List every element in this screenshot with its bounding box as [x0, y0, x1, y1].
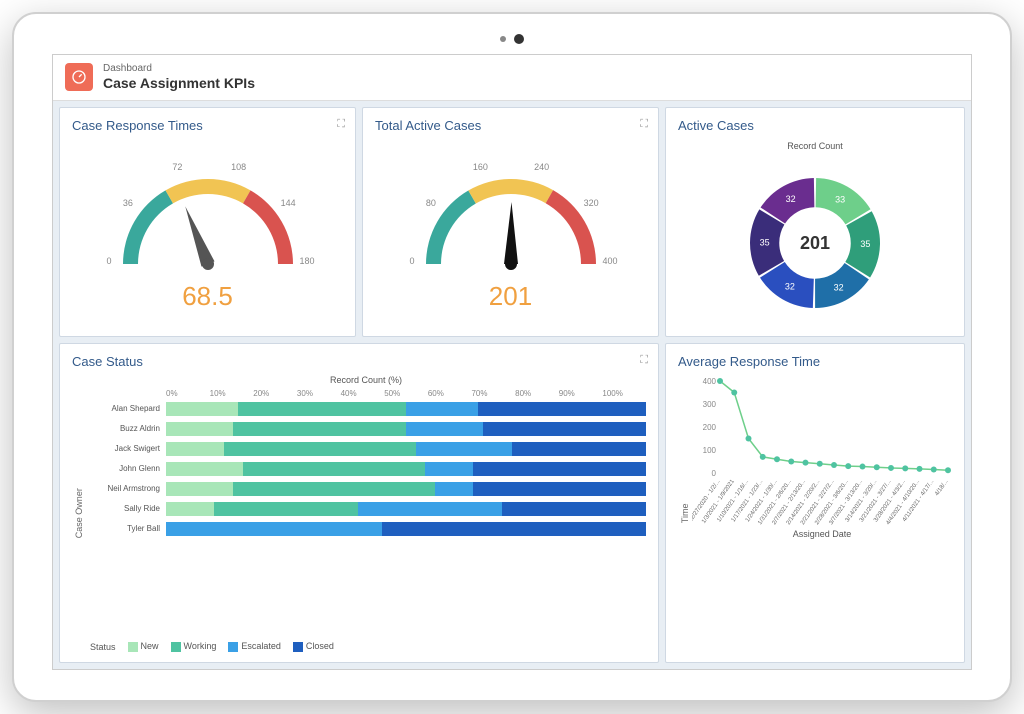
table-row: Alan Shepard: [86, 400, 646, 418]
svg-text:32: 32: [785, 282, 795, 292]
expand-icon[interactable]: ⛶: [640, 118, 648, 131]
table-row: Tyler Ball: [86, 520, 646, 538]
svg-text:144: 144: [280, 198, 295, 208]
stacked-bar: [166, 442, 646, 456]
panel-active-cases: Active Cases Record Count 33 35 32 32 35 32 20…: [665, 107, 965, 337]
gauge-value: 68.5: [72, 281, 343, 312]
screen: Dashboard Case Assignment KPIs Case Resp…: [52, 54, 972, 670]
dashboard-grid: Case Response Times ⛶ 0 36 72 108 144 180 68.…: [53, 101, 971, 669]
line-chart: 010020030040012/27/2020 - 1/2/...1/3/202…: [692, 375, 952, 525]
svg-text:400: 400: [703, 377, 717, 386]
table-row: Sally Ride: [86, 500, 646, 518]
panel-average-response-time: Average Response Time Time 0 100 200 300 400…: [665, 343, 965, 663]
legend-item: Escalated: [228, 641, 281, 652]
bars-ylabel: Case Owner: [72, 375, 86, 652]
svg-text:0: 0: [106, 256, 111, 266]
legend: StatusNewWorkingEscalatedClosed: [86, 641, 646, 652]
stacked-bar: [166, 522, 646, 536]
stacked-bar: [166, 462, 646, 476]
svg-text:0: 0: [409, 256, 414, 266]
svg-text:80: 80: [425, 198, 435, 208]
svg-text:33: 33: [835, 195, 845, 205]
line-ylabel: Time: [678, 375, 692, 652]
pct-ticks: 0%10%20%30%40%50%60%70%80%90%100%: [86, 389, 646, 398]
row-label: Sally Ride: [86, 504, 166, 513]
page-title: Case Assignment KPIs: [103, 75, 255, 92]
dashboard-header: Dashboard Case Assignment KPIs: [53, 55, 971, 101]
svg-text:201: 201: [800, 233, 830, 253]
row-label: Jack Swigert: [86, 444, 166, 453]
svg-text:160: 160: [472, 162, 487, 172]
table-row: Neil Armstrong: [86, 480, 646, 498]
legend-item: New: [128, 641, 159, 652]
svg-text:72: 72: [172, 162, 182, 172]
gauge-chart: 0 80 160 240 320 400: [391, 139, 631, 289]
panel-total-active-cases: Total Active Cases ⛶ 0 80 160 240 320 400 201: [362, 107, 659, 337]
legend-item: Working: [171, 641, 217, 652]
line-xlabel: Assigned Date: [692, 529, 952, 539]
svg-text:180: 180: [299, 256, 314, 266]
tablet-frame: Dashboard Case Assignment KPIs Case Resp…: [12, 12, 1012, 702]
svg-text:36: 36: [122, 198, 132, 208]
svg-text:400: 400: [602, 256, 617, 266]
svg-text:4/18/...: 4/18/...: [934, 478, 950, 497]
gauge-value: 201: [375, 281, 646, 312]
stacked-bar: [166, 482, 646, 496]
svg-text:35: 35: [860, 239, 870, 249]
svg-text:100: 100: [703, 446, 717, 455]
expand-icon[interactable]: ⛶: [337, 118, 345, 131]
stacked-bar: [166, 402, 646, 416]
row-label: Alan Shepard: [86, 404, 166, 413]
svg-text:32: 32: [834, 283, 844, 293]
bars-chart: Alan Shepard Buzz Aldrin Jack Swigert John …: [86, 398, 646, 636]
svg-text:320: 320: [583, 198, 598, 208]
stacked-bar: [166, 422, 646, 436]
camera-assembly: [500, 34, 524, 44]
panel-title: Total Active Cases: [375, 118, 646, 133]
table-row: John Glenn: [86, 460, 646, 478]
table-row: Buzz Aldrin: [86, 420, 646, 438]
row-label: Neil Armstrong: [86, 484, 166, 493]
gauge-chart: 0 36 72 108 144 180: [88, 139, 328, 289]
panel-case-response-times: Case Response Times ⛶ 0 36 72 108 144 180 68.…: [59, 107, 356, 337]
legend-item: Closed: [293, 641, 334, 652]
panel-title: Average Response Time: [678, 354, 952, 369]
svg-text:35: 35: [760, 238, 770, 248]
stacked-bar: [166, 502, 646, 516]
donut-chart: 33 35 32 32 35 32 201: [715, 153, 915, 323]
svg-text:300: 300: [703, 400, 717, 409]
svg-text:32: 32: [786, 194, 796, 204]
header-label: Dashboard: [103, 63, 255, 75]
table-row: Jack Swigert: [86, 440, 646, 458]
row-label: Buzz Aldrin: [86, 424, 166, 433]
donut-subtitle: Record Count: [787, 141, 843, 151]
svg-text:108: 108: [231, 162, 246, 172]
bars-xlabel: Record Count (%): [86, 375, 646, 385]
row-label: Tyler Ball: [86, 524, 166, 533]
panel-case-status: Case Status ⛶ Case Owner Record Count (%…: [59, 343, 659, 663]
panel-title: Active Cases: [678, 118, 952, 133]
svg-text:200: 200: [703, 423, 717, 432]
svg-text:240: 240: [534, 162, 549, 172]
panel-title: Case Response Times: [72, 118, 343, 133]
expand-icon[interactable]: ⛶: [640, 354, 648, 367]
panel-title: Case Status: [72, 354, 646, 369]
svg-text:0: 0: [712, 469, 717, 478]
row-label: John Glenn: [86, 464, 166, 473]
dashboard-icon: [65, 63, 93, 91]
